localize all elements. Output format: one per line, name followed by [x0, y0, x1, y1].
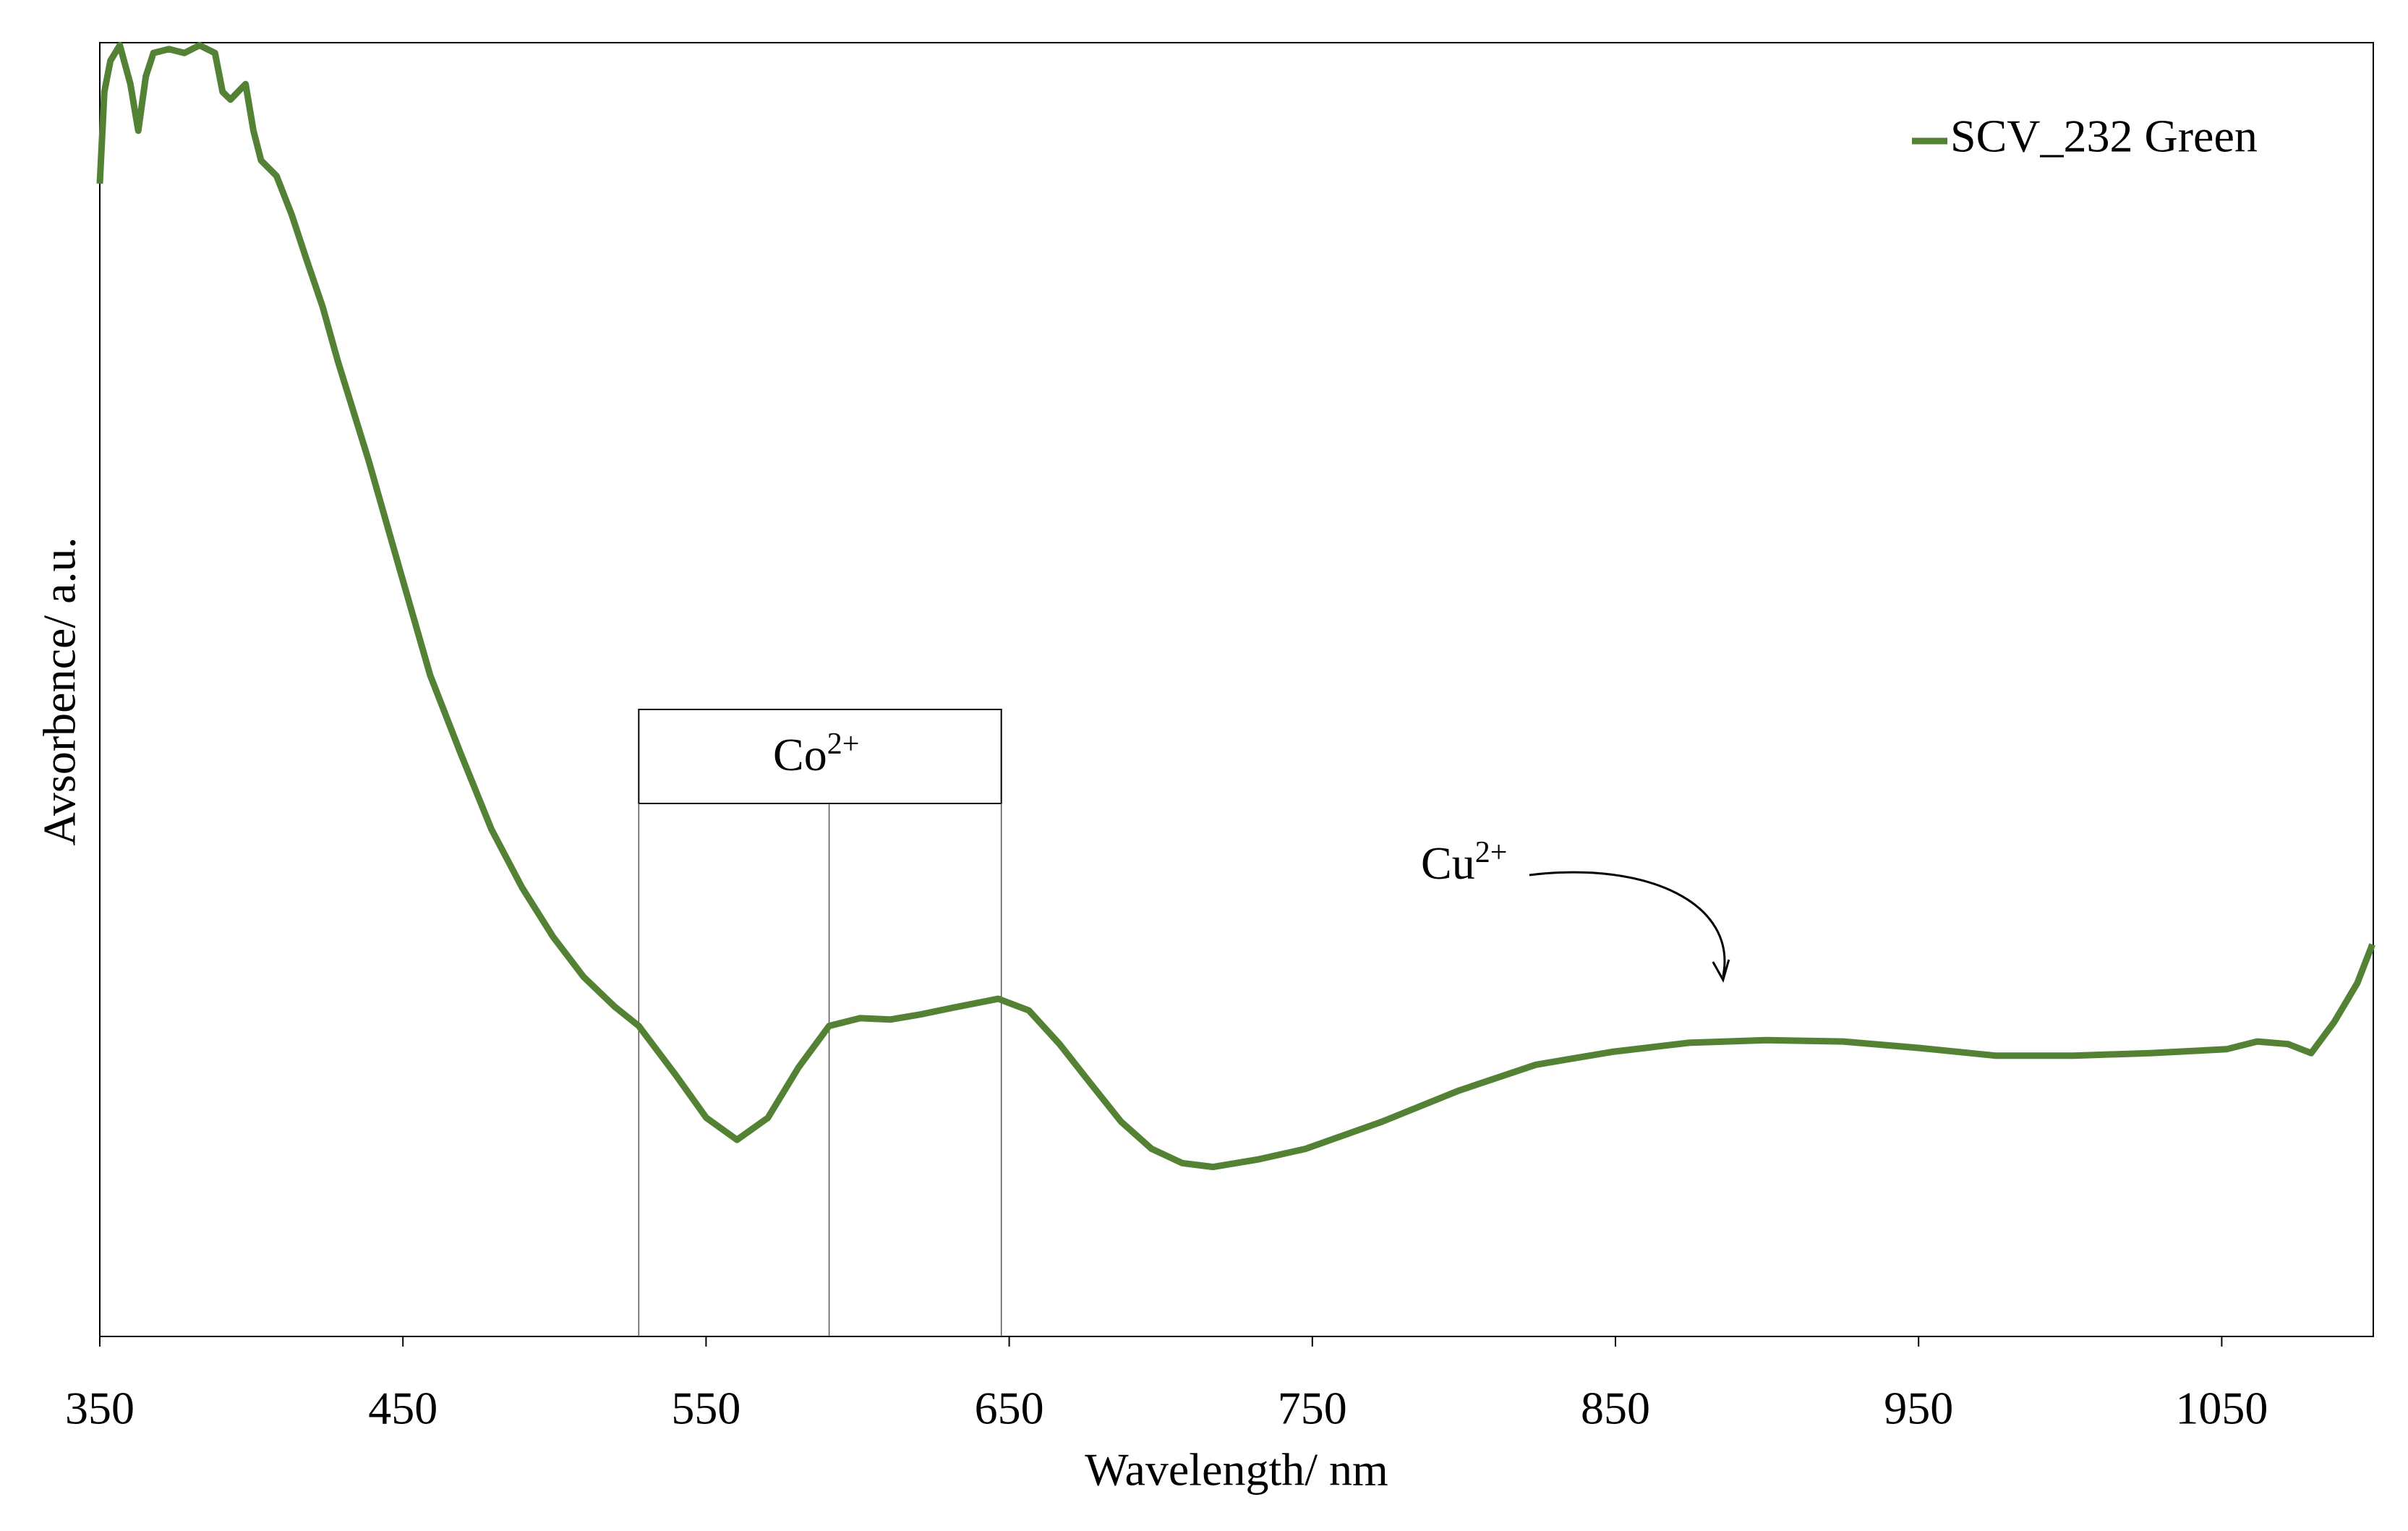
- x-tick-label: 750: [1278, 1383, 1347, 1434]
- x-axis-title: Wavelength/ nm: [1085, 1444, 1388, 1496]
- x-tick-label: 650: [975, 1383, 1044, 1434]
- annotation-label: Co2+: [773, 728, 859, 780]
- y-axis-title: Avsorbence/ a.u.: [34, 537, 85, 845]
- x-tick-label: 1050: [2175, 1383, 2268, 1434]
- annotation-arrow: [1529, 871, 1726, 977]
- x-tick-label: 850: [1581, 1383, 1650, 1434]
- plot-frame: [99, 42, 2374, 1337]
- annotation-box: [638, 709, 1002, 804]
- x-tick-label: 950: [1884, 1383, 1953, 1434]
- annotation-label-sup: 2+: [1475, 836, 1508, 869]
- annotation-label-sup: 2+: [827, 728, 860, 761]
- annotation-arrowhead: [1712, 959, 1730, 983]
- x-tick-label: 450: [368, 1383, 437, 1434]
- legend-label: SCV_232 Green: [1950, 111, 2258, 162]
- data-line: [96, 42, 2375, 1171]
- annotation-label-text: Cu: [1421, 837, 1475, 889]
- annotation-label-text: Co: [773, 729, 827, 780]
- x-tick-label: 550: [671, 1383, 740, 1434]
- annotation-label: Cu2+: [1421, 836, 1507, 889]
- x-tick-label: 350: [65, 1383, 135, 1434]
